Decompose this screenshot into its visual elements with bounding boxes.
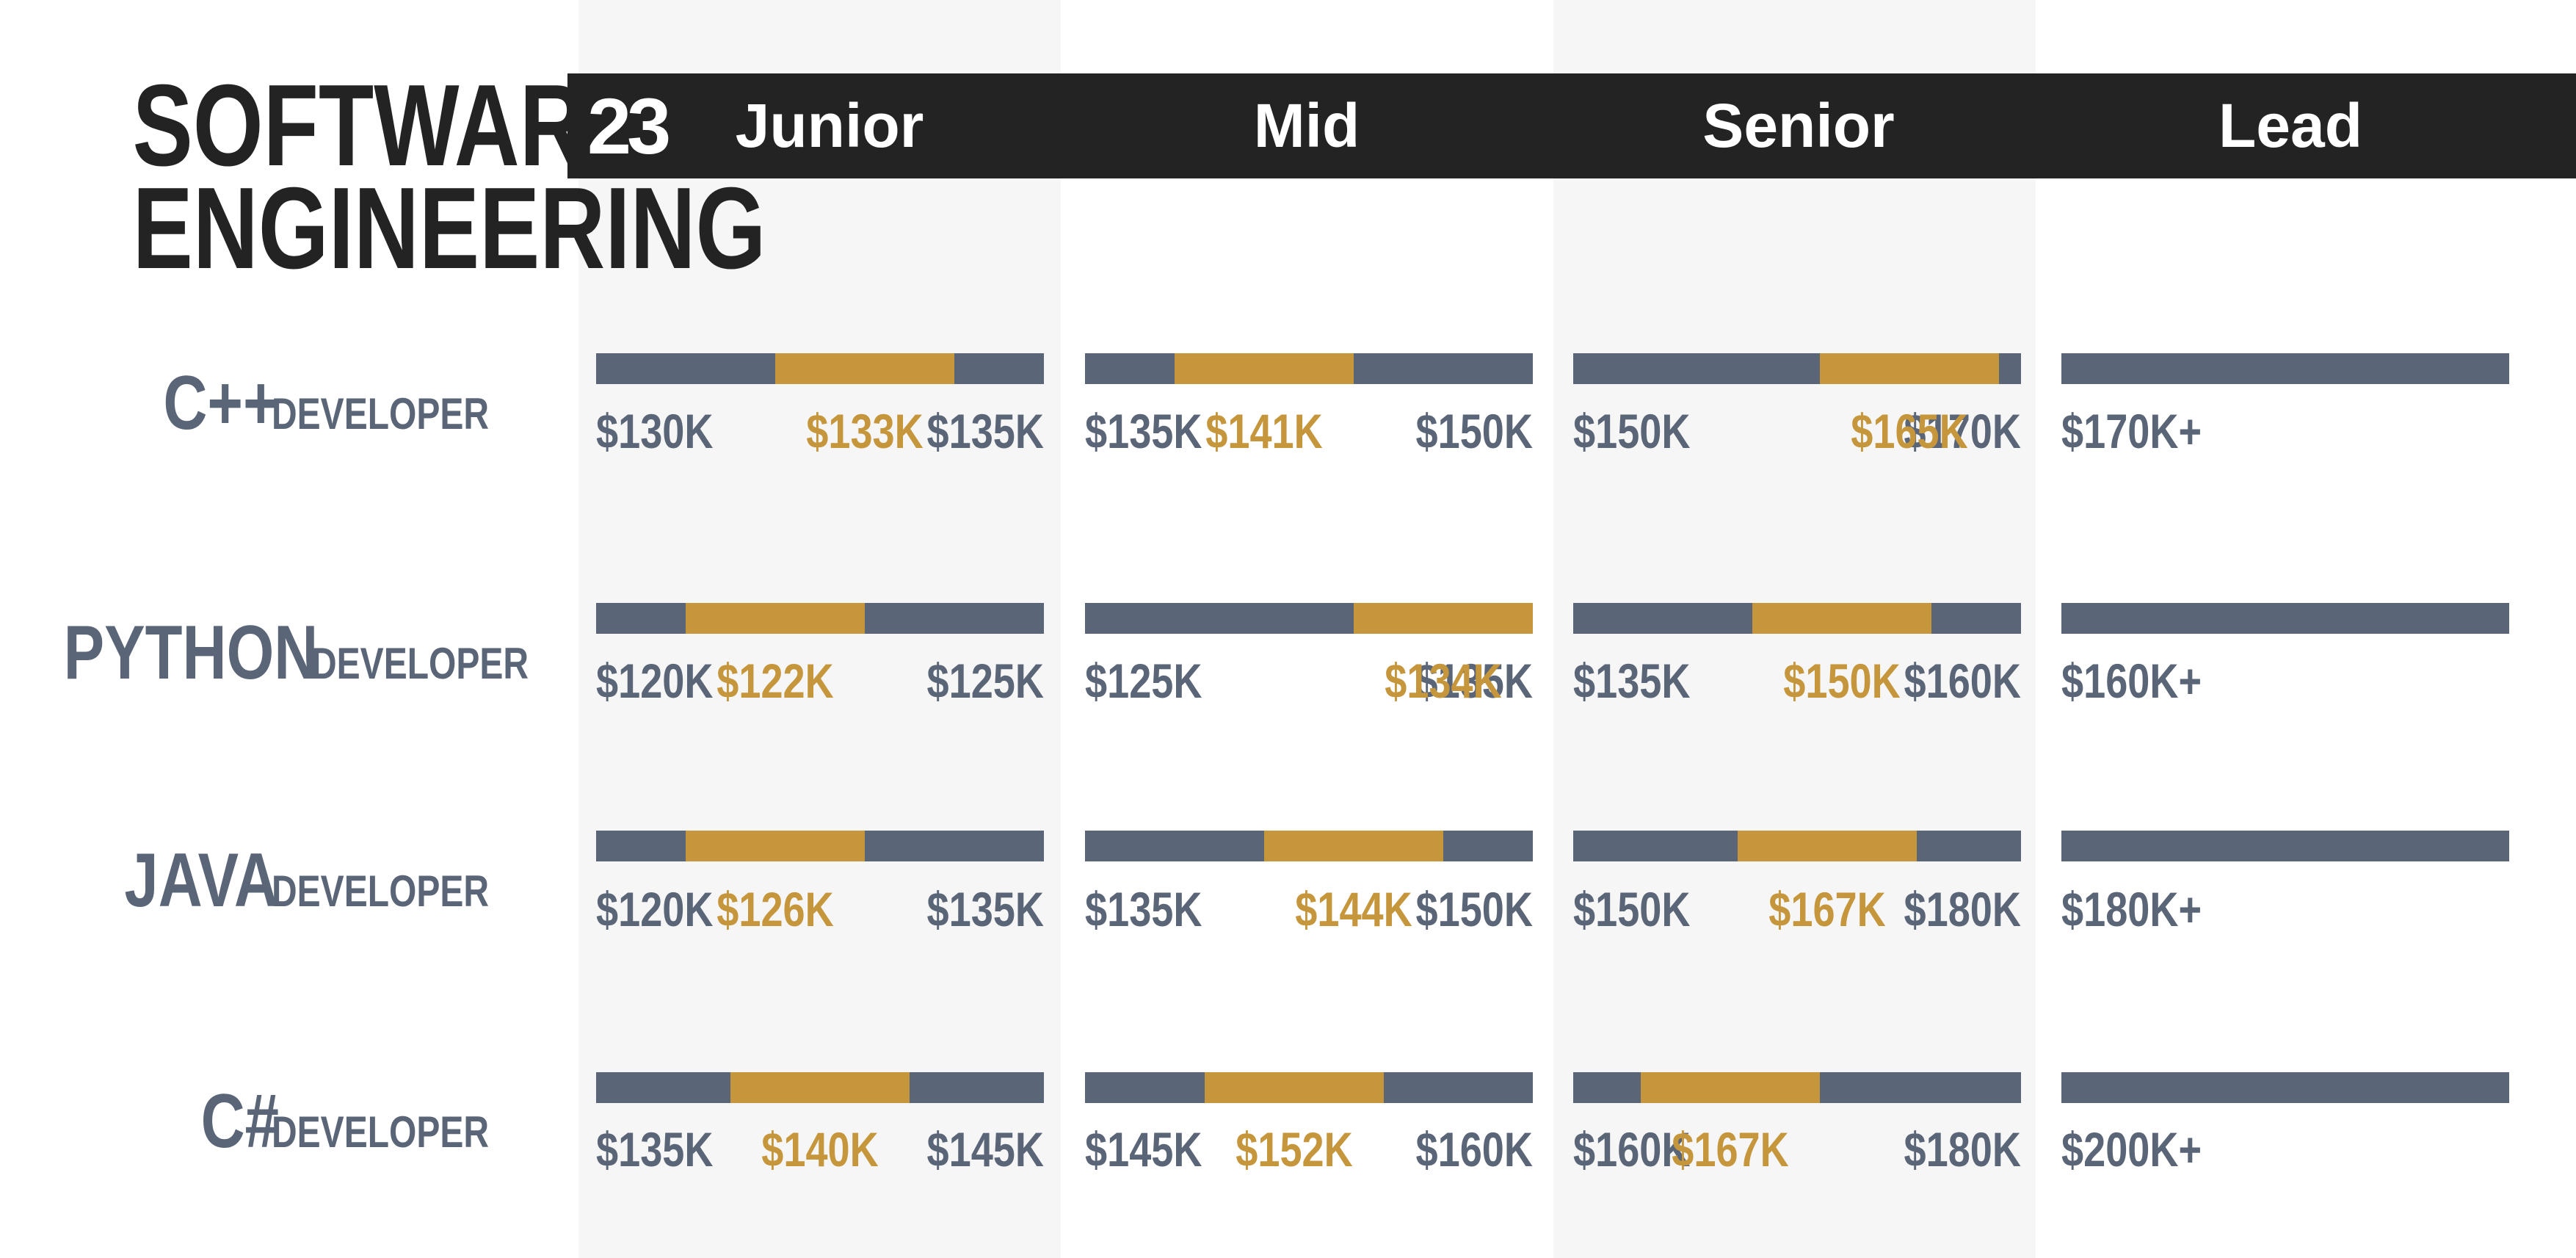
range-bar-lead — [2061, 1072, 2509, 1103]
range-bar-lead — [2061, 353, 2509, 384]
salary-median-label: $133K — [806, 404, 924, 458]
role-label-python: PYTHON DEVELOPER — [0, 610, 543, 697]
range-bar-mid — [1085, 353, 1533, 384]
role-label-cpp: C++ DEVELOPER — [0, 360, 543, 447]
salary-median-label: $165K — [1850, 404, 1968, 458]
salary-high-label: $150K — [1415, 404, 1533, 458]
salary-low-label: $200K+ — [2061, 1122, 2202, 1176]
level-label-senior: Senior — [1702, 91, 1895, 160]
range-bar-junior — [596, 603, 1044, 634]
range-bar-mid — [1085, 1072, 1533, 1103]
range-bar-senior — [1573, 353, 2021, 384]
salary-median-label: $167K — [1768, 882, 1886, 936]
median-band — [1175, 353, 1354, 384]
salary-median-label: $144K — [1295, 882, 1412, 936]
salary-low-label: $150K — [1573, 404, 1691, 458]
role-lang: JAVA — [124, 838, 279, 923]
salary-high-label: $135K — [1415, 654, 1533, 708]
salary-median-label: $152K — [1235, 1122, 1353, 1176]
salary-median-label: $167K — [1671, 1122, 1789, 1176]
salary-low-label: $160K — [1573, 1122, 1691, 1176]
role-suffix: DEVELOPER — [271, 867, 489, 916]
salary-low-label: $135K — [1085, 404, 1202, 458]
salary-high-label: $180K — [1904, 882, 2021, 936]
median-band — [1640, 1072, 1820, 1103]
year-label: 23 — [587, 82, 671, 170]
salary-low-label: $125K — [1085, 654, 1202, 708]
salary-median-label: $122K — [716, 654, 834, 708]
salary-median-label: $134K — [1385, 654, 1502, 708]
level-label-junior: Junior — [735, 91, 924, 160]
role-suffix: DEVELOPER — [271, 389, 489, 438]
range-bar-senior — [1573, 831, 2021, 861]
salary-low-label: $120K — [596, 654, 714, 708]
salary-high-label: $135K — [926, 882, 1044, 936]
range-bar-senior — [1573, 603, 2021, 634]
salary-low-label: $135K — [596, 1122, 714, 1176]
salary-low-label: $170K+ — [2061, 404, 2202, 458]
level-label-lead: Lead — [2218, 91, 2363, 160]
title-line-2: ENGINEERING — [132, 164, 766, 293]
median-band — [686, 603, 865, 634]
median-band — [1819, 353, 1999, 384]
role-label-csharp: C# DEVELOPER — [0, 1078, 543, 1165]
salary-high-label: $160K — [1904, 654, 2021, 708]
salary-low-label: $130K — [596, 404, 714, 458]
salary-high-label: $125K — [926, 654, 1044, 708]
salary-low-label: $135K — [1573, 654, 1691, 708]
salary-low-label: $150K — [1573, 882, 1691, 936]
median-band — [686, 831, 865, 861]
salary-low-label: $120K — [596, 882, 714, 936]
salary-median-label: $141K — [1205, 404, 1323, 458]
role-suffix: DEVELOPER — [311, 639, 529, 688]
range-bar-mid — [1085, 831, 1533, 861]
salary-high-label: $145K — [926, 1122, 1044, 1176]
median-band — [775, 353, 954, 384]
salary-high-label: $160K — [1415, 1122, 1533, 1176]
median-band — [1204, 1072, 1384, 1103]
range-bar-junior — [596, 831, 1044, 861]
range-bar-senior — [1573, 1072, 2021, 1103]
salary-low-label: $180K+ — [2061, 882, 2202, 936]
salary-median-label: $126K — [716, 882, 834, 936]
median-band — [1264, 831, 1443, 861]
median-band — [1354, 603, 1533, 634]
salary-high-label: $135K — [926, 404, 1044, 458]
role-label-java: JAVA DEVELOPER — [0, 837, 543, 925]
salary-low-label: $145K — [1085, 1122, 1202, 1176]
salary-median-label: $140K — [761, 1122, 879, 1176]
median-band — [1752, 603, 1931, 634]
role-lang: C++ — [163, 361, 279, 446]
median-band — [1737, 831, 1917, 861]
range-bar-junior — [596, 1072, 1044, 1103]
salary-high-label: $180K — [1904, 1122, 2021, 1176]
salary-median-label: $150K — [1783, 654, 1901, 708]
header-bar — [567, 73, 2576, 178]
range-bar-mid — [1085, 603, 1533, 634]
median-band — [730, 1072, 910, 1103]
range-bar-lead — [2061, 603, 2509, 634]
level-label-mid: Mid — [1253, 91, 1360, 160]
salary-low-label: $160K+ — [2061, 654, 2202, 708]
range-bar-junior — [596, 353, 1044, 384]
role-suffix: DEVELOPER — [271, 1107, 489, 1157]
salary-low-label: $135K — [1085, 882, 1202, 936]
salary-high-label: $170K — [1904, 404, 2021, 458]
role-lang: C# — [200, 1079, 279, 1164]
salary-high-label: $150K — [1415, 882, 1533, 936]
range-bar-lead — [2061, 831, 2509, 861]
role-lang: PYTHON — [63, 610, 319, 695]
